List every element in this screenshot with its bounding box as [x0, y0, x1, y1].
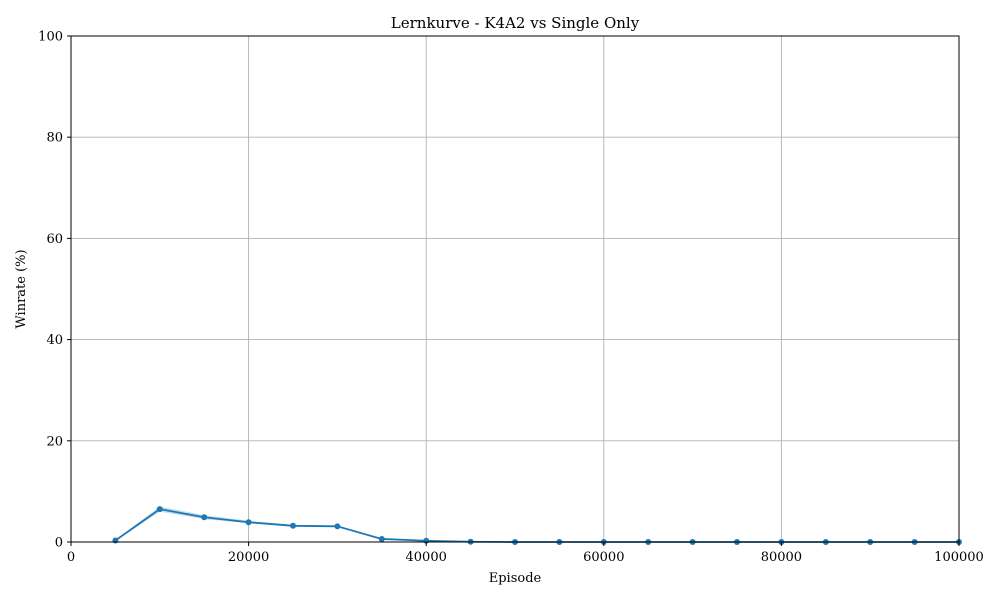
x-tick-label: 80000 — [761, 550, 802, 565]
series-band — [115, 506, 959, 542]
y-tick-label: 100 — [38, 30, 63, 45]
plot-frame — [70, 35, 960, 543]
series-line — [114, 508, 959, 543]
data-point — [290, 522, 296, 529]
x-tick-label: 0 — [67, 550, 75, 565]
data-point — [156, 506, 163, 513]
y-tick-label: 20 — [46, 434, 63, 449]
chart-title: Lernkurve - K4A2 vs Single Only — [391, 14, 640, 32]
x-tick-label: 40000 — [406, 550, 447, 565]
y-tick-label: 0 — [55, 536, 63, 551]
x-tick-label: 60000 — [583, 550, 624, 565]
series-points — [112, 506, 962, 545]
series-lines — [114, 508, 959, 543]
y-axis-label: Winrate (%) — [14, 249, 29, 328]
grid-lines — [70, 35, 960, 543]
data-point — [378, 535, 385, 542]
data-point — [112, 537, 119, 544]
x-axis-ticks: 0 20000 40000 60000 80000 100000 — [67, 542, 984, 565]
data-point — [245, 519, 252, 526]
confidence-bands — [115, 506, 959, 542]
data-point — [201, 514, 208, 521]
y-axis-ticks: 0 20 40 60 80 100 — [38, 30, 71, 551]
x-tick-label: 100000 — [934, 550, 984, 565]
y-tick-label: 80 — [46, 131, 63, 146]
y-tick-label: 60 — [46, 232, 63, 247]
data-point — [334, 523, 341, 530]
x-axis-label: Episode — [489, 571, 542, 586]
x-tick-label: 20000 — [228, 550, 269, 565]
y-tick-label: 40 — [46, 333, 63, 348]
